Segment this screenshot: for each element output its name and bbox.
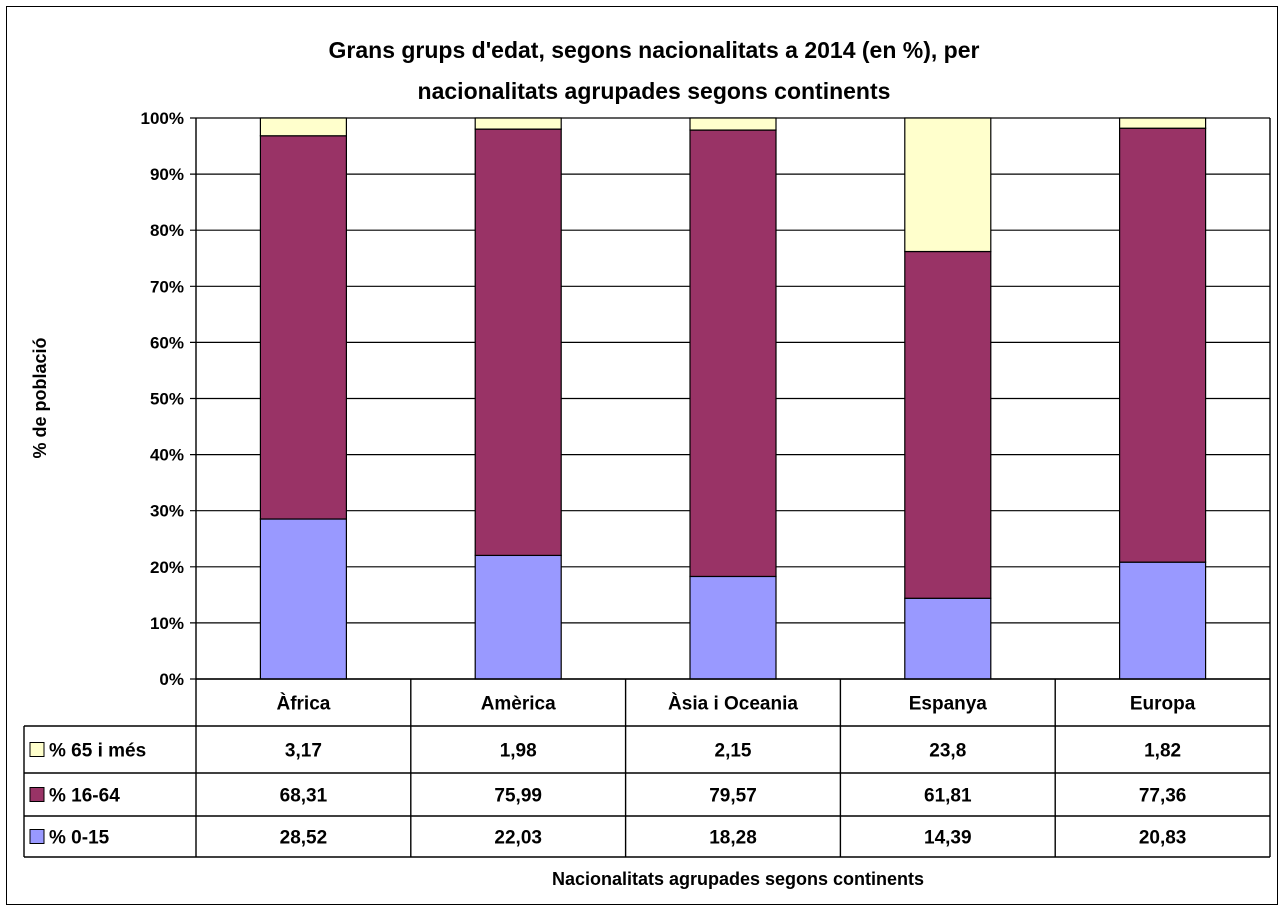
bar-segment (1118, 561, 1207, 680)
y-tick-label: 40% (150, 446, 184, 465)
bar-segment (904, 597, 992, 680)
bar-segment (1118, 127, 1207, 563)
plot-area: 0% 10% 20% 30% 40% 50% 60% 70% 80% 90% 100% Àfrica A… (23, 109, 1271, 858)
data-value-label: 28,52 (280, 828, 328, 849)
data-value-label: 1,82 (1144, 741, 1181, 762)
bar-segment (904, 250, 992, 599)
y-tick-label: 30% (150, 502, 184, 521)
data-value-label: 79,57 (709, 786, 757, 807)
legend-swatch (29, 829, 45, 844)
bar-segment (259, 135, 347, 520)
bar-segment (474, 554, 562, 680)
bar-segment (904, 117, 992, 253)
data-value-label: 20,83 (1139, 828, 1187, 849)
y-axis-label: % de població (30, 337, 50, 458)
chart-frame (6, 6, 1278, 905)
bar-segment (1118, 117, 1207, 129)
bar-segment (259, 518, 347, 680)
legend-swatch (29, 742, 45, 757)
y-tick-label: 10% (150, 614, 184, 633)
data-value-label: 1,98 (500, 741, 537, 762)
legend-swatch (29, 787, 45, 802)
data-value-label: 75,99 (494, 786, 542, 807)
chart-title-line2: nacionalitats agrupades segons continent… (418, 78, 891, 104)
data-value-label: 2,15 (715, 741, 752, 762)
chart-title-line1: Grans grups d'edat, segons nacionalitats… (329, 37, 980, 63)
data-value-label: 14,39 (924, 828, 972, 849)
y-tick-label: 20% (150, 558, 184, 577)
y-tick-label: 60% (150, 333, 184, 352)
legend-label: % 65 i més (49, 741, 146, 762)
y-tick-label: 80% (150, 221, 184, 240)
data-value-label: 23,8 (929, 741, 966, 762)
x-axis-label: Nacionalitats agrupades segons continent… (552, 869, 924, 889)
bar-segment (259, 117, 347, 137)
y-tick-label: 90% (150, 165, 184, 184)
bar-segment (689, 117, 777, 131)
bar-segment (474, 117, 562, 130)
y-tick-label: 100% (141, 109, 184, 128)
category-label: Àfrica (276, 693, 330, 715)
y-tick-label: 50% (150, 390, 184, 409)
data-value-label: 77,36 (1139, 786, 1187, 807)
bar-segment (689, 575, 777, 680)
bar-segment (689, 129, 777, 578)
data-value-label: 18,28 (709, 828, 757, 849)
category-label: Àsia i Oceania (668, 693, 798, 715)
data-value-label: 3,17 (285, 741, 322, 762)
category-label: Amèrica (481, 694, 556, 715)
legend-label: % 0-15 (49, 828, 110, 849)
bar-segment (474, 128, 562, 557)
data-value-label: 61,81 (924, 786, 972, 807)
data-value-label: 68,31 (280, 786, 328, 807)
y-tick-label: 70% (150, 277, 184, 296)
y-tick-label: 0% (159, 670, 184, 689)
legend-label: % 16-64 (49, 786, 120, 807)
data-value-label: 22,03 (494, 828, 542, 849)
category-label: Europa (1130, 694, 1196, 715)
category-label: Espanya (909, 694, 988, 715)
